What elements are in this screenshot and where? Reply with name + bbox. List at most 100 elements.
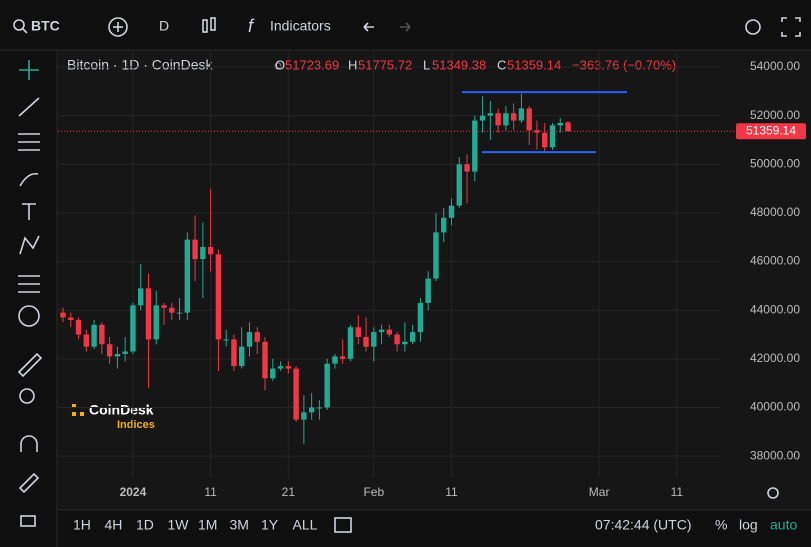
candle-body (138, 288, 144, 306)
percent-toggle[interactable]: % (715, 517, 727, 533)
y-tick-label: 42000.00 (750, 351, 800, 365)
compare-button[interactable] (108, 17, 128, 37)
axis-settings[interactable] (767, 487, 779, 499)
ohlc-value: 51349.38 (432, 57, 486, 72)
candle-body (510, 113, 517, 121)
y-tick-label: 40000.00 (750, 400, 800, 414)
log-toggle[interactable]: log (739, 517, 758, 533)
x-tick-label: 11 (671, 485, 684, 499)
candle-body (60, 312, 66, 318)
y-tick-label: 50000.00 (750, 156, 800, 170)
x-tick-label: 11 (204, 485, 217, 499)
watermark: CoinDesk Indices (72, 402, 155, 431)
candle-body (503, 113, 509, 126)
range-button[interactable]: 3M (230, 517, 249, 533)
candle-body (270, 368, 276, 379)
x-tick-label: 2024 (120, 485, 147, 499)
y-tick-label: 44000.00 (750, 302, 800, 316)
candle-body (448, 205, 455, 218)
ohlc-value: 51775.72 (358, 57, 412, 72)
range-button[interactable]: 1D (136, 517, 154, 533)
fullscreen[interactable] (781, 17, 801, 37)
range-button[interactable]: 4H (105, 517, 123, 533)
x-tick-label: 21 (282, 485, 296, 499)
draw-mode-tool[interactable] (18, 472, 40, 494)
candle-body (130, 305, 136, 352)
last-price-badge (736, 123, 806, 140)
symbol-search[interactable]: BTC (13, 18, 60, 34)
candle-body (106, 344, 113, 357)
auto-toggle[interactable]: auto (770, 517, 797, 533)
candle-body (83, 334, 90, 347)
candle-body (176, 312, 183, 314)
indicators[interactable]: Indicators (270, 18, 331, 34)
redo[interactable] (400, 22, 411, 32)
watermark-brand: CoinDesk (89, 402, 154, 418)
crosshair-tool[interactable] (19, 60, 39, 80)
range-button[interactable]: 1M (198, 517, 217, 533)
candle-body (114, 353, 121, 357)
candle-body (394, 334, 400, 345)
ohlc-value: 51359.14 (507, 57, 561, 72)
candle-body (487, 113, 494, 116)
symbol[interactable]: BTC (31, 18, 60, 34)
drawing-tools[interactable] (17, 60, 43, 527)
candle-body (239, 346, 245, 367)
candle-body (557, 122, 563, 126)
settings[interactable] (745, 19, 761, 35)
candle-body (316, 407, 323, 409)
range-button[interactable]: 1W (168, 517, 190, 533)
chart-pane (57, 50, 811, 510)
logo-dot (72, 404, 76, 408)
candle-body (340, 356, 346, 359)
range-button[interactable]: 1Y (261, 517, 279, 533)
candle-body (542, 132, 548, 148)
range-button[interactable]: 1H (73, 517, 91, 533)
candle-body (75, 319, 82, 335)
zoom-tool[interactable] (19, 388, 35, 404)
candle-body (464, 164, 470, 172)
candle-body (153, 305, 159, 340)
undo[interactable] (363, 22, 374, 32)
candle-body (262, 341, 268, 379)
y-tick-label: 48000.00 (750, 205, 800, 219)
chart-title: Bitcoin · 1D · CoinDesk (67, 57, 213, 73)
x-tick-label: 11 (445, 485, 458, 499)
logo-dot (80, 412, 84, 416)
range-button[interactable]: ALL (293, 517, 318, 533)
pattern-tool[interactable] (19, 235, 40, 255)
candle-body (518, 108, 525, 121)
fib-tool[interactable] (18, 133, 40, 151)
candle-body (68, 317, 74, 320)
candle-body (277, 366, 284, 369)
magnet-tool[interactable] (20, 435, 38, 452)
candle-body (324, 363, 330, 408)
y-tick-label: 38000.00 (750, 448, 800, 462)
candle-body (534, 130, 540, 133)
interval[interactable]: D (159, 18, 169, 34)
y-tick-label: 46000.00 (750, 254, 800, 268)
candle-body (161, 305, 167, 308)
candle-body (332, 356, 338, 364)
candle-body (223, 339, 229, 341)
ruler-tool[interactable] (17, 352, 43, 378)
text-tool[interactable] (22, 203, 36, 220)
prediction-tool[interactable] (18, 275, 40, 293)
candle-body (215, 254, 222, 340)
chart-type-button[interactable] (202, 17, 216, 33)
candle-body (192, 239, 198, 260)
status-dot (274, 62, 282, 70)
lock-tool[interactable] (20, 515, 36, 527)
date-range-button[interactable] (334, 517, 352, 533)
last-price-label: 51359.14 (746, 123, 796, 137)
brush-tool[interactable] (19, 172, 39, 187)
icons-tool[interactable] (18, 305, 40, 327)
candle-body (456, 164, 462, 206)
ohlc-key: H (348, 57, 357, 72)
trend-line-tool[interactable] (18, 97, 40, 117)
candle-body (402, 341, 408, 345)
fx-icon[interactable]: f (248, 16, 255, 36)
candle-body (122, 351, 128, 354)
candle-body (417, 302, 424, 333)
